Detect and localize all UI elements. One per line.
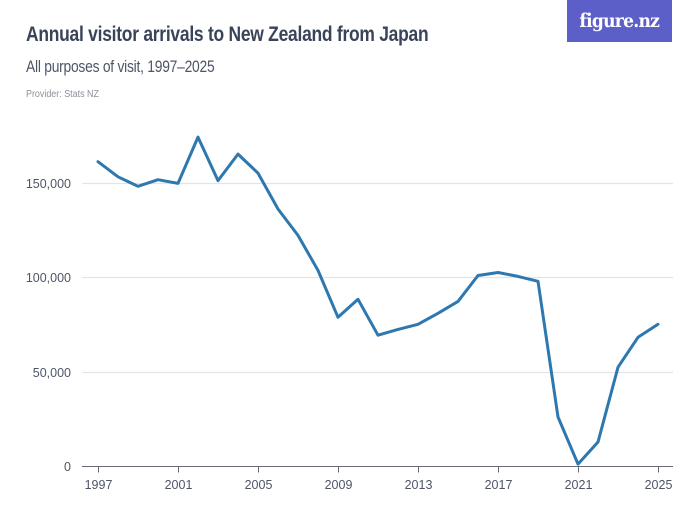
- x-tick-label: 1997: [85, 478, 113, 492]
- logo-text: figure.nz: [579, 10, 660, 32]
- x-tick-label: 2005: [245, 478, 273, 492]
- y-tick-label: 100,000: [26, 271, 71, 285]
- x-tick-label: 2013: [405, 478, 433, 492]
- x-tick-label: 2017: [485, 478, 513, 492]
- chart-subtitle: All purposes of visit, 1997–2025: [26, 58, 215, 76]
- y-tick-label: 150,000: [26, 177, 71, 191]
- figure-nz-logo[interactable]: figure.nz: [567, 0, 672, 42]
- y-axis: 0 50,000 100,000 150,000: [26, 177, 71, 474]
- data-line: [96, 135, 660, 466]
- x-tick-label: 2025: [645, 478, 673, 492]
- gridlines: [82, 182, 673, 374]
- data-provider: Provider: Stats NZ: [26, 88, 99, 100]
- chart-title: Annual visitor arrivals to New Zealand f…: [26, 23, 429, 46]
- x-tick-label: 2021: [565, 478, 593, 492]
- x-tick-label: 2001: [165, 478, 193, 492]
- x-axis: 1997 2001 2005 2009 2013 2017 2021 2025: [82, 466, 673, 492]
- y-tick-label: 50,000: [33, 366, 71, 380]
- x-tick-label: 2009: [325, 478, 353, 492]
- y-tick-label: 0: [64, 460, 71, 474]
